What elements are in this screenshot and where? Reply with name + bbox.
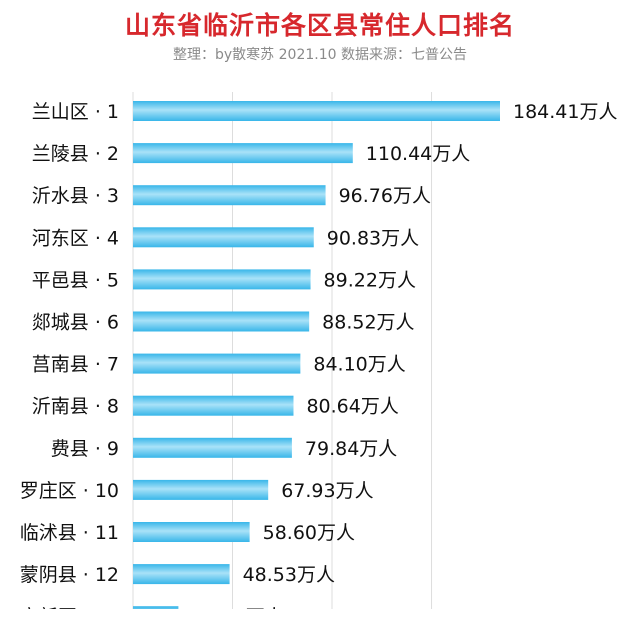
category-label: 蒙阴县 · 12 (20, 564, 119, 586)
bar (133, 143, 353, 164)
category-label: 河东区 · 4 (32, 227, 119, 249)
value-label: 84.10万人 (313, 354, 405, 376)
value-label: 90.83万人 (327, 227, 419, 249)
bar (133, 606, 179, 609)
bar (133, 185, 326, 206)
category-label: 高新区 · 13 (20, 606, 119, 621)
bar (133, 269, 311, 290)
value-label: 48.53万人 (243, 564, 335, 586)
category-label: 兰山区 · 1 (32, 101, 119, 123)
category-label: 莒南县 · 7 (32, 354, 119, 376)
bar (133, 395, 294, 416)
bar (133, 311, 310, 332)
value-label: 88.52万人 (322, 312, 414, 334)
bar (133, 101, 500, 121)
category-label: 平邑县 · 5 (32, 269, 119, 291)
value-label: 80.64万人 (306, 396, 398, 418)
value-label: 184.41万人 (513, 101, 617, 123)
category-label: 兰陵县 · 2 (32, 143, 119, 165)
value-label: 110.44万人 (366, 143, 470, 165)
bar (133, 353, 301, 374)
bar (133, 522, 250, 542)
value-label: 89.22万人 (324, 269, 416, 291)
value-label: 79.84万人 (305, 438, 397, 460)
value-label: 67.93万人 (281, 480, 373, 502)
category-label: 罗庄区 · 10 (20, 480, 119, 502)
category-label: 沂水县 · 3 (32, 185, 119, 207)
chart-title: 山东省临沂市各区县常住人口排名 (124, 11, 515, 40)
bar (133, 437, 292, 458)
category-label: 沂南县 · 8 (32, 396, 119, 418)
value-label: 58.60万人 (263, 522, 355, 544)
bar (133, 479, 269, 500)
category-label: 临沭县 · 11 (20, 522, 119, 544)
value-label: 96.76万人 (339, 185, 431, 207)
category-label: 郯城县 · 6 (32, 312, 119, 334)
category-label: 费县 · 9 (51, 438, 119, 460)
chart-subtitle: 整理：by散寒苏 2021.10 数据来源：七普公告 (173, 47, 467, 63)
bar (133, 564, 230, 585)
value-label: 22.81万人 (191, 606, 283, 621)
bar (133, 227, 314, 248)
